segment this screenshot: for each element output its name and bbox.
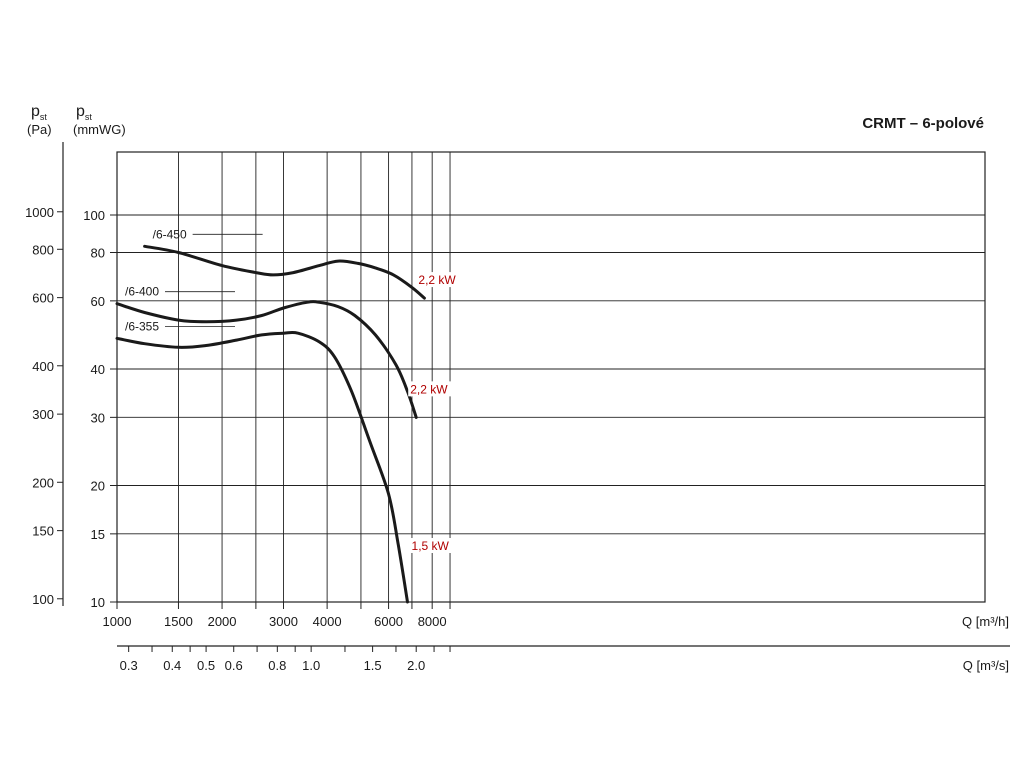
plot-frame bbox=[116, 151, 986, 603]
y-mmwg-unit: (mmWG) bbox=[73, 122, 126, 137]
y-mmwg-title: pst bbox=[76, 103, 92, 122]
series-power-label: 2,2 kW bbox=[410, 382, 448, 396]
y-mmwg-tick-label: 60 bbox=[91, 294, 105, 309]
y-mmwg-tick-label: 40 bbox=[91, 362, 105, 377]
series-power-label: 2,2 kW bbox=[418, 273, 456, 287]
y-pa-unit: (Pa) bbox=[27, 122, 52, 137]
x2-tick-label: 0.3 bbox=[120, 658, 138, 673]
power-label-bg bbox=[409, 538, 458, 553]
y-mmwg-tick-label: 30 bbox=[91, 410, 105, 425]
y-pa-tick-label: 400 bbox=[32, 359, 54, 374]
axes: 10 15 20 30 40 60 80 100 100 150 200 300 400 600 800 10… bbox=[25, 142, 1010, 673]
series-6-355-curve bbox=[115, 330, 409, 604]
x2-tick-label: 1.0 bbox=[302, 658, 320, 673]
series-6-450-curve bbox=[143, 244, 426, 300]
performance-curves bbox=[115, 244, 426, 604]
power-label-bg bbox=[408, 381, 457, 397]
x2-tick-label: 0.6 bbox=[225, 658, 243, 673]
power-label-bg bbox=[416, 272, 465, 288]
x2-tick-label: 0.4 bbox=[163, 658, 181, 673]
x-tick-label: 4000 bbox=[313, 614, 342, 629]
x-axis-title: Q [m³/h] bbox=[962, 614, 1009, 629]
y-mmwg-tick-label: 20 bbox=[91, 479, 105, 494]
y-pa-tick-label: 100 bbox=[32, 592, 54, 607]
y-pa-tick-label: 600 bbox=[32, 291, 54, 306]
x-tick-label: 1500 bbox=[164, 614, 193, 629]
series-6-400-curve bbox=[115, 300, 418, 419]
series-name-label: /6-450 bbox=[153, 227, 187, 241]
x-tick-label: 6000 bbox=[374, 614, 403, 629]
y-pa-tick-label: 800 bbox=[32, 242, 54, 257]
y-pa-tick-label: 200 bbox=[32, 475, 54, 490]
x2-tick-label: 1.5 bbox=[364, 658, 382, 673]
x-tick-label: 8000 bbox=[418, 614, 447, 629]
y-pa-tick-label: 150 bbox=[32, 524, 54, 539]
x-tick-label: 1000 bbox=[103, 614, 132, 629]
x2-axis-title: Q [m³/s] bbox=[963, 658, 1009, 673]
y-mmwg-tick-label: 100 bbox=[83, 208, 105, 223]
y-pa-tick-label: 1000 bbox=[25, 205, 54, 220]
x2-tick-label: 2.0 bbox=[407, 658, 425, 673]
y-mmwg-tick-label: 10 bbox=[91, 595, 105, 610]
x-tick-label: 2000 bbox=[208, 614, 237, 629]
x2-tick-label: 0.5 bbox=[197, 658, 215, 673]
y-mmwg-tick-label: 80 bbox=[91, 246, 105, 261]
x-tick-label: 3000 bbox=[269, 614, 298, 629]
series-power-label: 1,5 kW bbox=[412, 539, 450, 553]
series-name-label: /6-400 bbox=[125, 285, 159, 299]
x2-tick-label: 0.8 bbox=[268, 658, 286, 673]
chart-title: CRMT – 6-polové bbox=[862, 115, 984, 132]
series-name-label: /6-355 bbox=[125, 319, 159, 333]
y-pa-title: pst bbox=[31, 103, 47, 122]
y-pa-tick-label: 300 bbox=[32, 407, 54, 422]
y-mmwg-tick-label: 15 bbox=[91, 527, 105, 542]
grid bbox=[116, 151, 986, 603]
